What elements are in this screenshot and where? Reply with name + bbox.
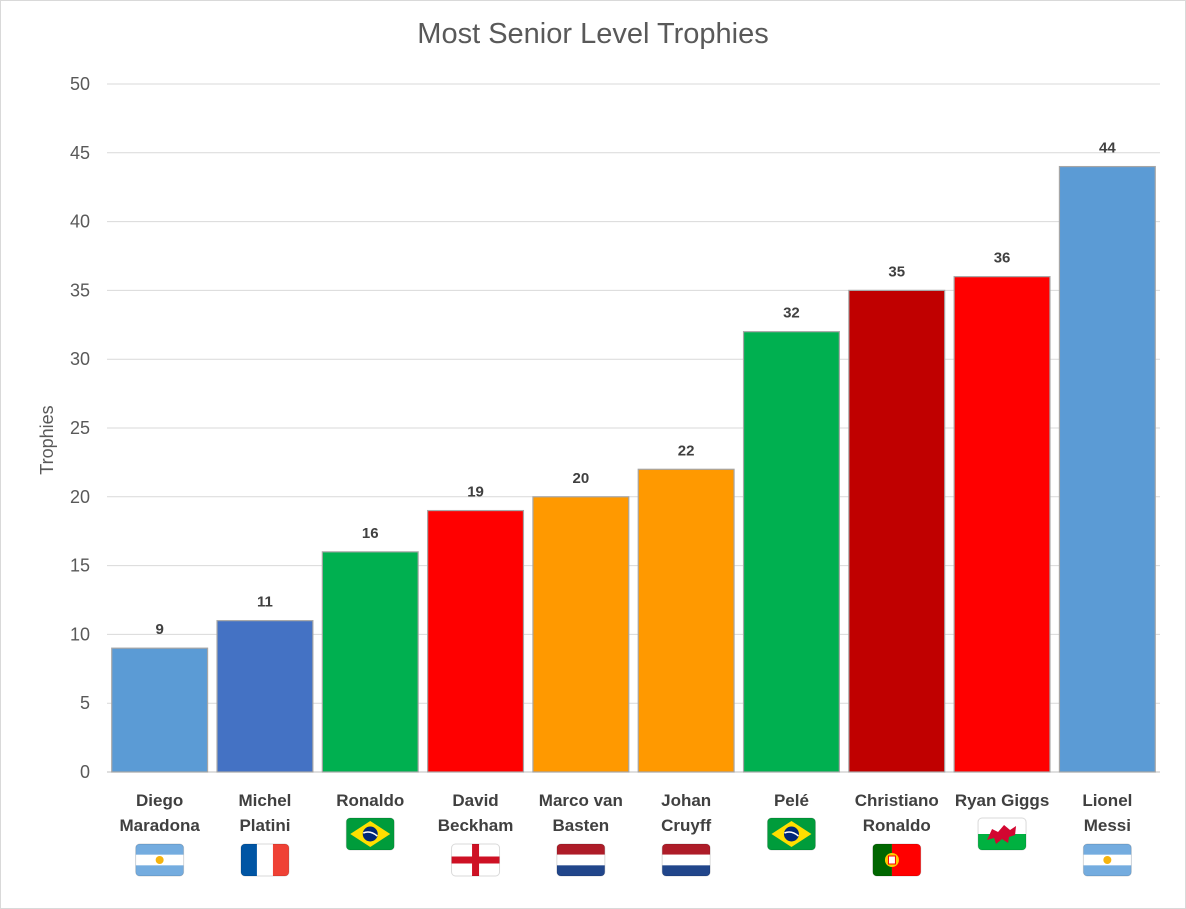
x-tick-label: Ronaldo (863, 816, 931, 835)
y-tick-label: 35 (70, 280, 90, 300)
x-tick-label: Ryan Giggs (955, 791, 1049, 810)
x-tick-label: Lionel (1082, 791, 1132, 810)
bar (321, 551, 419, 773)
x-tick-label: Christiano (855, 791, 939, 810)
data-label: 9 (155, 621, 163, 638)
x-tick-label: Beckham (438, 816, 514, 835)
data-label: 16 (362, 525, 379, 542)
bar (637, 468, 735, 773)
brazil-flag-icon (345, 817, 395, 851)
x-tick-label: Pelé (774, 791, 809, 810)
x-tick-label: Platini (239, 816, 290, 835)
argentina-flag-icon (1082, 843, 1132, 877)
y-tick-label: 50 (70, 74, 90, 94)
bar (848, 289, 946, 773)
data-label: 11 (257, 594, 273, 611)
bar (1058, 165, 1156, 773)
data-label: 22 (678, 442, 695, 459)
bar (427, 509, 525, 773)
x-tick-label: Diego (136, 791, 183, 810)
x-tick-label: David (452, 791, 498, 810)
netherlands-flag-icon (661, 843, 711, 877)
data-label: 44 (1099, 140, 1116, 157)
x-tick-label: Ronaldo (336, 791, 404, 810)
data-label: 36 (994, 250, 1011, 267)
y-tick-label: 30 (70, 349, 90, 369)
wales-flag-icon (977, 817, 1027, 851)
bar (953, 276, 1051, 773)
y-tick-label: 0 (80, 762, 90, 782)
y-tick-label: 10 (70, 624, 90, 644)
england-flag-icon (451, 843, 501, 877)
y-tick-label: 25 (70, 418, 90, 438)
bar (216, 620, 314, 773)
chart-title: Most Senior Level Trophies (417, 18, 769, 50)
x-tick-label: Maradona (120, 816, 201, 835)
data-label: 35 (888, 263, 905, 280)
bar (111, 647, 209, 773)
x-tick-label: Johan (661, 791, 711, 810)
y-tick-label: 20 (70, 487, 90, 507)
x-tick-label: Cruyff (661, 816, 711, 835)
data-label: 32 (783, 305, 800, 322)
brazil-flag-icon (766, 817, 816, 851)
argentina-flag-icon (135, 843, 185, 877)
y-axis-title: Trophies (37, 405, 57, 474)
portugal-flag-icon (872, 843, 922, 877)
data-label: 20 (573, 470, 590, 487)
y-tick-label: 45 (70, 143, 90, 163)
data-label: 19 (467, 484, 484, 501)
france-flag-icon (240, 843, 290, 877)
x-tick-label: Messi (1084, 816, 1131, 835)
x-tick-label: Basten (553, 816, 610, 835)
bar (742, 331, 840, 773)
y-tick-label: 15 (70, 556, 90, 576)
bar (532, 496, 630, 773)
y-tick-label: 40 (70, 212, 90, 232)
x-tick-label: Michel (238, 791, 291, 810)
netherlands-flag-icon (556, 843, 606, 877)
y-tick-label: 5 (80, 693, 90, 713)
x-tick-label: Marco van (539, 791, 623, 810)
